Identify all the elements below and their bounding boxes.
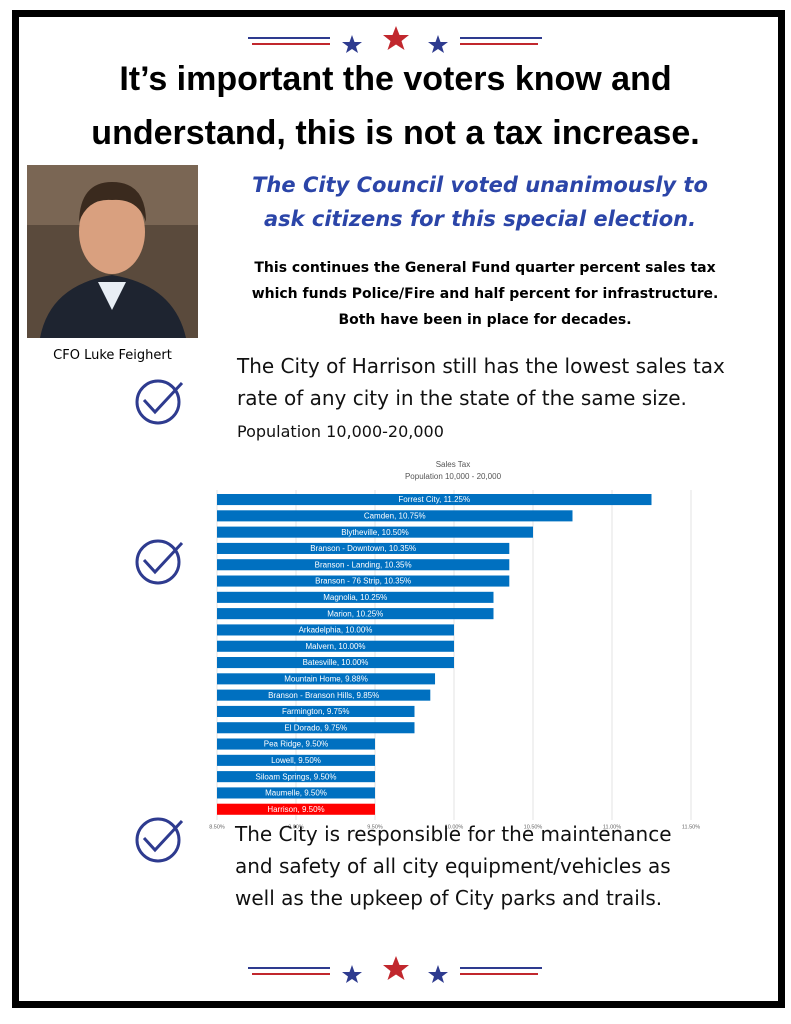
data-label: Pea Ridge, 9.50% <box>264 740 329 749</box>
bar <box>217 510 573 522</box>
bar <box>217 591 494 603</box>
data-label: Branson - Downtown, 10.35% <box>310 544 416 553</box>
data-label: Harrison, 9.50% <box>267 805 324 814</box>
point: The City of Harrison still has the lowes… <box>237 350 727 448</box>
x-tick-label: 9.00% <box>288 824 304 830</box>
bar <box>217 542 510 554</box>
x-tick-label: 8.50% <box>209 824 225 830</box>
data-label: Malvern, 10.00% <box>305 642 365 651</box>
intro-line: which funds Police/Fire and half percent… <box>251 286 719 302</box>
bar <box>217 803 375 815</box>
data-label: Magnolia, 10.25% <box>323 593 387 602</box>
data-label: Blytheville, 10.50% <box>341 528 409 537</box>
bar <box>217 526 533 538</box>
bar <box>217 608 494 620</box>
title-line: understand, this is not a tax increase. <box>91 114 700 152</box>
data-label: Branson - Landing, 10.35% <box>315 560 412 569</box>
bar <box>217 738 375 750</box>
bar <box>217 689 431 701</box>
intro-line: This continues the General Fund quarter … <box>254 260 716 276</box>
x-tick-label: 11.50% <box>682 824 700 830</box>
bar <box>217 771 375 783</box>
data-label: Marion, 10.25% <box>327 609 383 618</box>
bar <box>217 705 415 717</box>
frame <box>12 10 785 1008</box>
data-label: Lowell, 9.50% <box>271 756 321 765</box>
title-line: It’s important the voters know and <box>119 60 672 98</box>
bar <box>217 722 415 734</box>
data-label: Branson - 76 Strip, 10.35% <box>315 577 411 586</box>
data-label: Forrest City, 11.25% <box>398 495 470 504</box>
point-text: The City of Harrison still has the lowes… <box>237 354 725 410</box>
chart: Sales Tax Population 10,000 - 20,000 8.5… <box>209 460 700 830</box>
data-label: Arkadelphia, 10.00% <box>299 626 373 635</box>
point-text: The City is responsible for the maintena… <box>235 822 672 910</box>
bar <box>217 754 375 766</box>
data-label: Camden, 10.75% <box>364 511 426 520</box>
x-tick-label: 11.00% <box>603 824 621 830</box>
intro-line: Both have been in place for decades. <box>338 312 632 328</box>
x-tick-label: 9.50% <box>367 824 383 830</box>
chart-title: Sales Tax <box>436 460 471 469</box>
bar <box>217 624 454 636</box>
data-label: Siloam Springs, 9.50% <box>256 772 337 781</box>
data-label: Maumelle, 9.50% <box>265 789 327 798</box>
data-label: Farmington, 9.75% <box>282 707 350 716</box>
x-tick-label: 10.00% <box>445 824 464 830</box>
bar <box>217 787 375 799</box>
data-label: Branson - Branson Hills, 9.85% <box>268 691 379 700</box>
data-label: Mountain Home, 9.88% <box>284 674 368 683</box>
top-ornament <box>248 26 542 53</box>
subtitle-line: ask citizens for this special election. <box>263 207 697 231</box>
point: The City is responsible for the maintena… <box>235 818 715 914</box>
bar <box>217 673 436 685</box>
bar <box>217 559 510 571</box>
bar <box>217 494 652 506</box>
photo-caption: CFO Luke Feighert <box>53 348 172 363</box>
bar <box>217 575 510 587</box>
data-label: El Dorado, 9.75% <box>284 723 347 732</box>
point-note: Population 10,000-20,000 <box>237 422 444 441</box>
bar <box>217 657 454 669</box>
data-label: Batesville, 10.00% <box>303 658 369 667</box>
checkmarks <box>135 379 184 863</box>
x-tick-label: 10.50% <box>524 824 543 830</box>
chart-subtitle: Population 10,000 - 20,000 <box>405 472 502 481</box>
subtitle-line: The City Council voted unanimously to <box>252 173 708 197</box>
bottom-ornament <box>248 956 542 983</box>
bar <box>217 640 454 652</box>
photo <box>27 165 198 338</box>
